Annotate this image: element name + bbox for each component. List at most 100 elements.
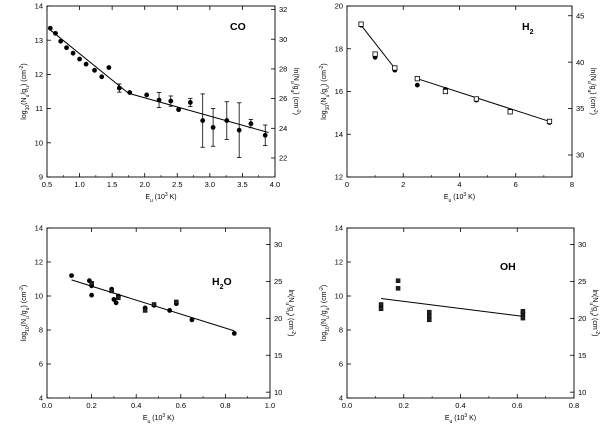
- data-point: [236, 127, 242, 133]
- fit-line: [380, 298, 523, 317]
- x-axis-label: Eu (103 K): [145, 192, 176, 204]
- data-point: [358, 21, 364, 27]
- data-point: [520, 309, 526, 314]
- data-point: [53, 30, 58, 36]
- y2-axis-label: ln(Nu/gu) (cm-2): [289, 68, 301, 115]
- panel-2: 0 2 4 6 8 12 14 16 18 20 30 35 40 45 Eu (103 K) log10(N…: [319, 2, 598, 204]
- data-point: [83, 61, 89, 67]
- y-axis-label: log10(Nu/gu) (cm-2): [319, 285, 331, 341]
- fit-line: [417, 78, 550, 122]
- molecule-label: OH: [500, 261, 516, 273]
- data-point: [427, 309, 432, 315]
- data-point: [507, 109, 513, 115]
- data-point: [262, 132, 268, 138]
- x-axis-label: Eu (103 K): [444, 192, 475, 204]
- y2-tick-label: 20: [578, 314, 586, 323]
- data-point: [187, 100, 193, 105]
- data-point: [156, 97, 162, 103]
- fit-line: [128, 92, 269, 134]
- y2-tick-label: 10: [578, 388, 586, 397]
- y2-tick-label: 28: [279, 65, 287, 74]
- y-tick-label: 8: [339, 326, 343, 335]
- data-point: [89, 292, 94, 298]
- y-tick-label: 14: [335, 224, 343, 233]
- y2-tick-label: 30: [578, 240, 586, 249]
- y-tick-label: 13: [35, 36, 43, 45]
- data-point: [174, 299, 179, 305]
- y-tick-label: 12: [35, 70, 43, 79]
- y2-tick-label: 35: [576, 104, 584, 113]
- x-tick-label: 0.5: [42, 180, 52, 189]
- data-point: [142, 308, 148, 313]
- y2-tick-label: 15: [578, 351, 586, 360]
- data-point: [109, 288, 114, 294]
- data-point: [99, 74, 105, 80]
- y-tick-label: 10: [35, 138, 43, 147]
- molecule-label: CO: [230, 21, 246, 33]
- data-point: [395, 286, 401, 291]
- x-tick-label: 0.0: [42, 401, 52, 410]
- y2-tick-label: 25: [578, 277, 586, 286]
- y-tick-label: 16: [335, 87, 343, 96]
- data-point: [168, 98, 174, 104]
- data-point: [442, 88, 449, 95]
- data-point: [473, 96, 479, 102]
- data-point: [224, 118, 230, 123]
- y-tick-label: 8: [39, 326, 43, 335]
- y2-axis-label: ln(Nu/gu) (cm-2): [588, 290, 600, 337]
- data-point: [414, 76, 420, 82]
- panel-3: 0.0 0.2 0.4 0.6 0.8 1.0 4 6 8 10 12 14 10 15 20 25 30 Eu …: [19, 224, 296, 424]
- y-tick-label: 20: [335, 2, 343, 11]
- data-point: [144, 92, 150, 98]
- x-tick-label: 0.0: [342, 401, 352, 410]
- x-tick-label: 0.8: [569, 401, 579, 410]
- y2-axis-label: ln(Nu/gu) (cm-2): [586, 68, 598, 115]
- data-point: [546, 118, 553, 125]
- x-tick-label: 0.4: [131, 401, 141, 410]
- x-tick-label: 0.2: [86, 401, 96, 410]
- x-tick-label: 3.5: [237, 180, 247, 189]
- y-tick-label: 14: [35, 224, 43, 233]
- x-tick-label: 0.4: [455, 401, 465, 410]
- x-tick-label: 0: [345, 180, 349, 189]
- y2-tick-label: 15: [274, 351, 282, 360]
- y2-tick-label: 40: [576, 58, 584, 67]
- data-point: [392, 65, 398, 71]
- x-tick-label: 2: [401, 180, 405, 189]
- data-point: [200, 118, 206, 123]
- y2-tick-label: 25: [274, 277, 282, 286]
- data-point: [113, 300, 119, 306]
- x-tick-label: 6: [514, 180, 518, 189]
- y-tick-label: 6: [39, 360, 43, 369]
- plot-frame: [346, 227, 575, 399]
- x-tick-label: 0.8: [220, 401, 230, 410]
- data-point: [378, 306, 384, 311]
- data-point: [89, 281, 94, 286]
- data-point: [378, 302, 384, 307]
- y2-tick-label: 22: [279, 154, 287, 163]
- data-point: [520, 315, 526, 321]
- x-axis-label: Eu (103 K): [445, 413, 476, 424]
- molecule-label: H2: [522, 21, 534, 36]
- y-tick-label: 6: [339, 360, 343, 369]
- data-point: [47, 25, 53, 31]
- data-point: [151, 302, 157, 307]
- x-tick-label: 0.6: [176, 401, 186, 410]
- data-point: [176, 107, 181, 113]
- y2-tick-label: 10: [274, 388, 282, 397]
- panel-1: 0.5 1.0 1.5 2.0 2.5 3.0 3.5 4.0 9 10 11 12 13 14 22 24 2…: [19, 2, 301, 204]
- x-tick-label: 8: [570, 180, 574, 189]
- data-point: [116, 85, 122, 91]
- data-point: [69, 273, 74, 278]
- x-tick-label: 3.0: [205, 180, 215, 189]
- y-tick-label: 18: [335, 44, 343, 53]
- data-point: [231, 331, 237, 336]
- fit-line: [49, 29, 129, 94]
- panel-4: 0.0 0.2 0.4 0.6 0.8 4 6 8 10 12 14 10 15 20 25 30 Eu (10…: [319, 224, 600, 424]
- data-point: [111, 297, 117, 302]
- y2-tick-label: 30: [576, 151, 584, 160]
- x-tick-label: 0.2: [399, 401, 409, 410]
- plot-frame: [346, 5, 573, 178]
- x-tick-label: 1.5: [107, 180, 117, 189]
